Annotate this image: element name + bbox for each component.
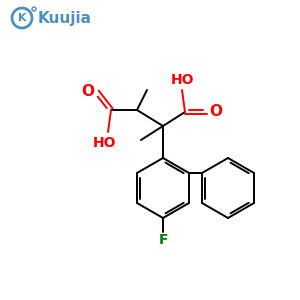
Text: Kuujia: Kuujia (38, 11, 92, 26)
Text: HO: HO (170, 73, 194, 87)
Text: F: F (158, 233, 168, 247)
Text: O: O (82, 85, 94, 100)
Text: O: O (209, 104, 223, 119)
Text: HO: HO (92, 136, 116, 150)
Text: K: K (18, 13, 26, 23)
